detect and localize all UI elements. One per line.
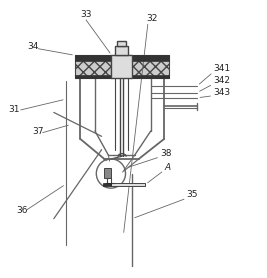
Bar xyxy=(75,75,111,78)
Text: 34: 34 xyxy=(27,42,39,51)
Bar xyxy=(117,41,126,46)
Text: 37: 37 xyxy=(33,127,44,136)
Text: 31: 31 xyxy=(9,105,20,115)
Bar xyxy=(129,55,169,78)
Text: 343: 343 xyxy=(213,88,230,97)
Text: A: A xyxy=(164,163,170,172)
Bar xyxy=(111,55,132,78)
Bar xyxy=(129,55,169,61)
Text: 341: 341 xyxy=(213,64,230,73)
Text: 36: 36 xyxy=(17,206,28,215)
Bar xyxy=(129,75,169,78)
Bar xyxy=(115,46,128,55)
Text: 32: 32 xyxy=(147,14,158,23)
Text: 38: 38 xyxy=(160,149,172,158)
Text: 35: 35 xyxy=(187,190,198,199)
Bar xyxy=(104,168,111,178)
Bar xyxy=(75,55,111,78)
Text: 342: 342 xyxy=(213,76,230,85)
Bar xyxy=(111,183,146,186)
Bar xyxy=(75,55,111,61)
Bar xyxy=(103,183,111,186)
Text: 33: 33 xyxy=(80,10,92,19)
